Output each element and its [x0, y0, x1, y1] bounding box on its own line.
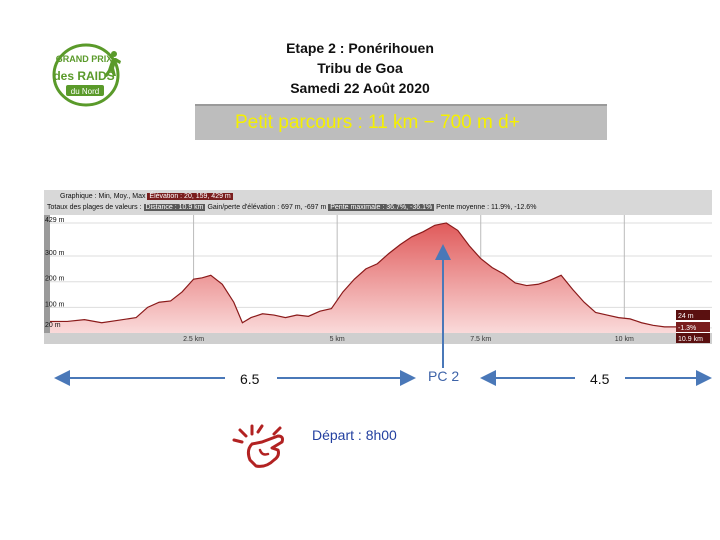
pc2-label: PC 2: [428, 368, 460, 384]
chart-bottom-bar: [44, 333, 712, 344]
end-label: 24 m: [678, 313, 694, 320]
end-label-bg: [676, 322, 710, 332]
chart-info-row-2: Totaux des plages de valeurs : Distance …: [47, 204, 536, 214]
course-banner: Petit parcours : 11 km − 700 m d+: [195, 104, 607, 140]
pente-moy-value: Pente moyenne : 11.9%, -12.6%: [436, 204, 537, 211]
chart-left-gutter: [44, 215, 50, 344]
stage-location: Tribu de Goa: [317, 60, 403, 76]
gain-value: Gain/perte d'élévation : 697 m, -697 m: [207, 204, 327, 211]
y-tick-label: 100 m: [45, 301, 65, 308]
logo-ribbon: [66, 85, 104, 96]
elevation-chart: 20 m 100 m 200 m 300 m 429 m 2.5 km 5 km 7.5 k…: [44, 190, 712, 344]
logo-text-middle: des RAIDS: [53, 69, 114, 83]
distance-value: Distance : 10.9 km: [143, 204, 206, 211]
grand-prix-des-raids-logo: GRAND PRIX des RAIDS du Nord: [52, 43, 121, 107]
course-banner-text: Petit parcours : 11 km − 700 m d+: [235, 112, 520, 133]
totaux-label: Totaux des plages de valeurs :: [47, 204, 142, 211]
chart-info-row-1: Graphique : Min, Moy., Max Élévation : 2…: [60, 193, 233, 203]
segment-1-distance: 6.5: [240, 371, 260, 387]
end-label: -1.3%: [678, 325, 696, 332]
graphique-label: Graphique : Min, Moy., Max: [60, 193, 146, 200]
y-tick-label: 200 m: [45, 276, 65, 283]
stage-title: Etape 2 : Ponérihouen: [286, 40, 434, 56]
y-tick-label: 429 m: [45, 217, 65, 224]
elevation-area: [50, 222, 676, 333]
end-label-bg: [676, 310, 710, 320]
end-label: 10.9 km: [678, 336, 703, 343]
logo-text-bottom: du Nord: [71, 87, 99, 96]
segment-2-distance: 4.5: [590, 371, 610, 387]
x-tick-label: 7.5 km: [470, 336, 491, 343]
hand-wave-icon: [232, 424, 284, 468]
x-tick-label: 10 km: [615, 336, 634, 343]
stage-date: Samedi 22 Août 2020: [290, 80, 430, 96]
y-tick-label: 300 m: [45, 250, 65, 257]
logo-text-top: GRAND PRIX: [56, 54, 113, 64]
x-tick-label: 5 km: [330, 336, 345, 343]
end-label-bg: [676, 333, 710, 343]
elevation-line: [50, 222, 676, 328]
elevation-value: Élévation : 20, 159, 429 m: [147, 193, 233, 200]
depart-time: Départ : 8h00: [312, 427, 397, 443]
y-tick-label: 20 m: [45, 322, 61, 329]
pente-max-value: Pente maximale : 36.7%, -36.1%: [328, 204, 435, 211]
x-tick-label: 2.5 km: [183, 336, 204, 343]
runner-icon: [104, 51, 121, 77]
